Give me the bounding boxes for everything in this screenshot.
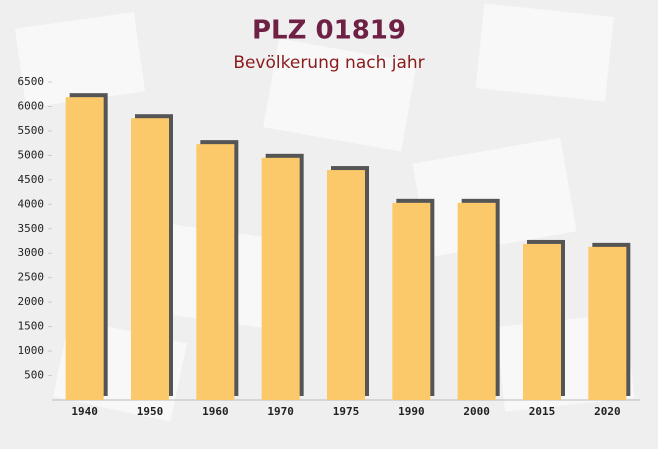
chart-title: PLZ 01819 — [252, 16, 406, 46]
y-tick-label: 5000 — [18, 148, 45, 161]
bar — [588, 246, 627, 400]
bar — [65, 97, 104, 401]
bar — [327, 170, 365, 400]
bar — [131, 118, 169, 401]
y-tick-label: 1000 — [18, 344, 45, 357]
bar — [392, 202, 431, 400]
x-tick-label: 1960 — [202, 405, 229, 418]
bar — [457, 202, 496, 400]
x-tick-label: 1970 — [267, 405, 294, 418]
y-tick-label: 6500 — [18, 75, 45, 88]
y-tick-label: 3000 — [18, 246, 45, 259]
x-tick-label: 2000 — [463, 405, 490, 418]
y-tick-label: 3500 — [18, 222, 45, 235]
chart-subtitle: Bevölkerung nach jahr — [233, 53, 424, 73]
x-tick-label: 2015 — [529, 405, 556, 418]
y-tick-label: 4000 — [18, 197, 45, 210]
x-tick-label: 1975 — [333, 405, 360, 418]
x-tick-label: 1990 — [398, 405, 425, 418]
y-tick-label: 1500 — [18, 320, 45, 333]
y-tick-label: 500 — [24, 369, 44, 382]
x-tick-label: 1940 — [71, 405, 98, 418]
x-tick-label: 2020 — [594, 405, 621, 418]
y-tick-label: 4500 — [18, 173, 45, 186]
x-tick-label: 1950 — [137, 405, 164, 418]
y-tick-label: 5500 — [18, 124, 45, 137]
bar — [196, 144, 235, 400]
y-tick-label: 2000 — [18, 295, 45, 308]
bar — [261, 157, 300, 400]
bar — [523, 243, 561, 400]
y-tick-label: 2500 — [18, 271, 45, 284]
y-tick-label: 6000 — [18, 99, 45, 112]
